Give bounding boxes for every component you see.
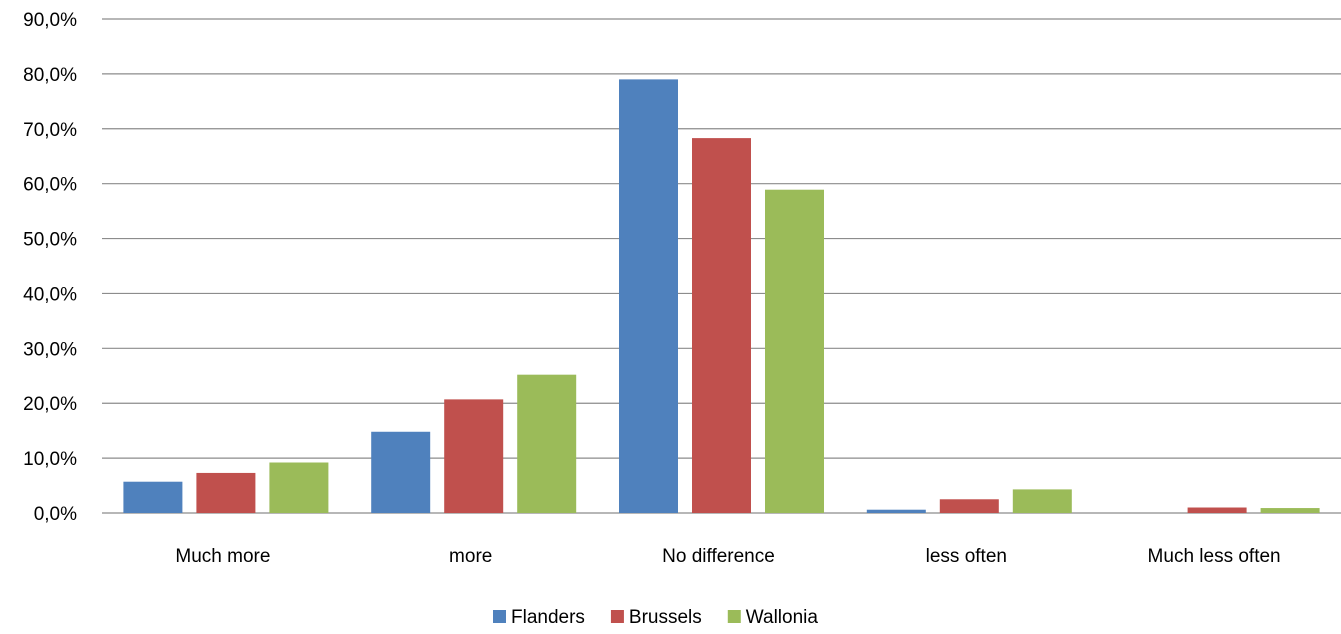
y-tick-label: 10,0% bbox=[23, 449, 77, 470]
y-tick-label: 70,0% bbox=[23, 120, 77, 141]
bar-brussels bbox=[1187, 507, 1247, 513]
bar-flanders bbox=[619, 79, 678, 513]
legend-swatch bbox=[727, 610, 741, 623]
bar-wallonia bbox=[517, 374, 577, 513]
legend-label: Brussels bbox=[629, 607, 702, 628]
y-tick-label: 30,0% bbox=[23, 339, 77, 360]
bar-flanders bbox=[371, 431, 431, 513]
bar-wallonia bbox=[765, 189, 824, 513]
bar-wallonia bbox=[1012, 489, 1072, 513]
y-tick-label: 60,0% bbox=[23, 175, 77, 196]
x-category-label: less often bbox=[926, 546, 1007, 567]
y-tick-label: 20,0% bbox=[23, 394, 77, 415]
x-axis: Much more more No difference less often Much… bbox=[175, 546, 1280, 567]
bar-flanders bbox=[123, 481, 183, 513]
x-category-label: Much more bbox=[175, 546, 270, 567]
legend-label: Wallonia bbox=[746, 607, 819, 628]
y-tick-label: 40,0% bbox=[23, 284, 77, 305]
legend-swatch bbox=[493, 610, 506, 623]
x-category-label: No difference bbox=[662, 546, 775, 567]
x-category-label: more bbox=[449, 546, 492, 567]
y-axis: 0,0% 10,0% 20,0% 30,0% 40,0% 50,0% 60,0% 70,0% 8… bbox=[23, 10, 77, 525]
legend: Flanders Brussels Wallonia bbox=[493, 607, 818, 628]
bar-wallonia bbox=[269, 462, 329, 513]
y-tick-label: 90,0% bbox=[23, 10, 77, 31]
bars bbox=[123, 79, 1320, 513]
bar-brussels bbox=[939, 499, 999, 513]
legend-label: Flanders bbox=[511, 607, 585, 628]
bar-wallonia bbox=[1260, 508, 1320, 513]
bar-brussels bbox=[196, 472, 256, 513]
y-tick-label: 80,0% bbox=[23, 65, 77, 86]
bar-flanders bbox=[866, 509, 926, 513]
legend-swatch bbox=[610, 610, 624, 623]
x-category-label: Much less often bbox=[1148, 546, 1281, 567]
bar-brussels bbox=[444, 399, 504, 513]
y-tick-label: 0,0% bbox=[34, 504, 77, 525]
y-tick-label: 50,0% bbox=[23, 230, 77, 251]
bar-brussels bbox=[692, 138, 751, 513]
